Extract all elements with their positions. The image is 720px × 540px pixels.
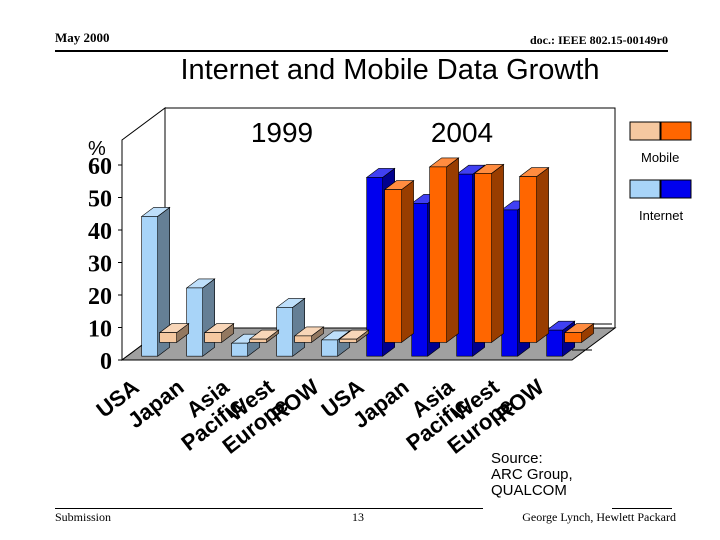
legend-swatch-internet-1999 (629, 179, 661, 199)
bar-front (186, 287, 203, 357)
bar-front (384, 189, 402, 343)
mobile-bar-2004 (428, 157, 460, 343)
source-line: ARC Group, (491, 466, 573, 483)
mobile-bar-2004 (473, 163, 505, 343)
header-rule (55, 50, 668, 52)
bar-front (339, 338, 357, 343)
footer-submission: Submission (55, 510, 112, 524)
mobile-bar-1999 (293, 326, 325, 343)
mobile-bar-2004 (383, 180, 415, 343)
mobile-bar-1999 (338, 329, 370, 343)
category-label: ROW (266, 374, 324, 427)
back-wall (165, 107, 616, 328)
legend-swatch-mobile-2004 (660, 121, 692, 141)
internet-bar-1999 (140, 206, 171, 357)
legend-label-internet: Internet (639, 208, 684, 223)
footer-page-number: 13 (352, 510, 364, 524)
bar-front (276, 307, 293, 357)
bar-front (546, 329, 563, 357)
year-label: 1999 (251, 117, 313, 148)
bar-front (204, 332, 222, 343)
bar-front (474, 173, 492, 343)
y-axis-label: % (88, 138, 106, 160)
internet-bar-1999 (185, 278, 216, 357)
bar-side (491, 163, 504, 343)
mobile-bar-1999 (203, 323, 235, 343)
y-tick-label: 40 (88, 219, 112, 245)
legend-label-mobile: Mobile (641, 150, 680, 165)
y-tick-label: 30 (88, 252, 112, 278)
y-tick-label: 0 (100, 349, 112, 375)
footer-author: George Lynch, Hewlett Packard (522, 510, 676, 524)
bar-front (294, 335, 312, 343)
legend-swatch-internet-2004 (660, 179, 692, 199)
bar-front (411, 203, 428, 357)
header-doc-id: doc.: IEEE 802.15-00149r0 (530, 33, 668, 47)
mobile-bar-1999 (248, 329, 280, 343)
bar-front (159, 332, 177, 343)
category-label: ROW (491, 374, 549, 427)
bar-front (519, 176, 537, 343)
year-label: 2004 (431, 117, 493, 148)
bar-front (321, 339, 338, 357)
bar-side (292, 297, 306, 357)
bar-side (446, 157, 459, 343)
internet-bar-1999 (275, 297, 306, 357)
source-line: QUALCOM (491, 482, 567, 499)
footer-rule (55, 508, 483, 509)
source-note: Source: ARC Group, QUALCOM (491, 451, 601, 499)
bar-front (564, 332, 582, 343)
header-date: May 2000 (55, 30, 110, 45)
bar-front (366, 177, 383, 357)
mobile-bar-2004 (518, 167, 550, 343)
bar-front (249, 338, 267, 343)
y-tick-label: 20 (88, 284, 112, 310)
bar-side (202, 278, 215, 357)
bar-front (456, 173, 473, 357)
y-tick-label: 50 (88, 187, 112, 213)
mobile-bar-1999 (158, 323, 190, 343)
bar-front (141, 216, 158, 357)
chart-title: Internet and Mobile Data Growth (180, 54, 600, 86)
category-label-line: ROW (491, 374, 549, 427)
footer-rule-right (612, 508, 672, 509)
bar-front (429, 166, 447, 343)
internet-bar-1999 (230, 333, 261, 357)
bar-side (536, 167, 549, 343)
mobile-bar-2004 (563, 323, 595, 343)
y-tick-label: 60 (88, 154, 112, 180)
source-line: Source: (491, 450, 543, 467)
category-label-line: ROW (266, 374, 324, 427)
bar-front (231, 342, 248, 357)
bar-front (501, 209, 518, 357)
legend-swatch-mobile-1999 (629, 121, 661, 141)
bar-side (401, 180, 414, 343)
y-tick-label: 10 (88, 317, 112, 343)
